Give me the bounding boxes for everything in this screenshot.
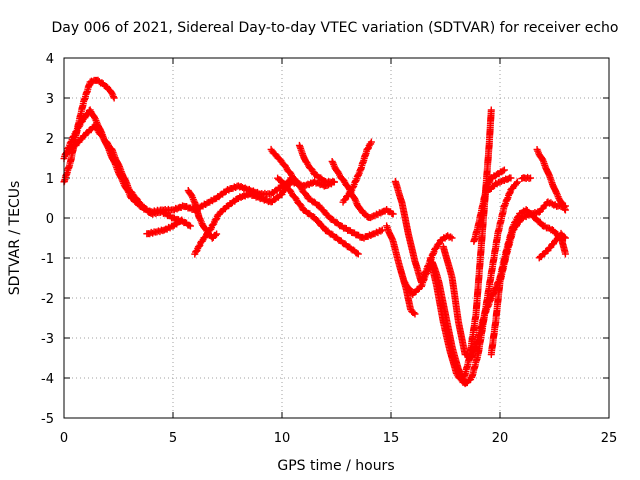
data-point [91,113,99,121]
series-track-12 [383,222,419,318]
y-axis-label: SDTVAR / TECUs [7,181,23,296]
y-tick-label: -1 [41,252,54,267]
data-point [196,215,204,223]
data-point [212,231,220,239]
tick-layer: 0 5 10 15 20 25 -5 -4 -3 -2 -1 0 1 2 3 4 [41,52,617,446]
data-point [411,310,419,318]
x-tick-label: 15 [383,431,400,446]
x-tick-label: 10 [274,431,291,446]
data-point [330,178,338,186]
series-track-20 [535,229,569,262]
data-point [178,216,186,224]
data-point [208,221,216,229]
y-tick-label: -3 [41,332,54,347]
data-point [347,188,355,196]
data-point [389,210,397,218]
data-point [561,205,569,213]
data-point [109,93,117,101]
series-track-8 [274,174,362,258]
data-point [367,138,375,146]
series-track-7 [267,145,386,242]
plot-frame [63,57,610,419]
y-tick-label: -2 [41,292,54,307]
y-tick-label: 1 [46,172,54,187]
x-axis-label: GPS time / hours [277,458,394,474]
y-tick-label: -5 [41,412,54,427]
series-track-3 [62,123,194,230]
data-point [81,114,89,122]
data-point [558,200,566,208]
data-layer [60,76,569,388]
data-point [538,155,546,163]
series-track-18 [487,198,569,359]
data-point [553,189,561,197]
data-point [500,166,508,174]
series-track-17 [470,166,508,245]
series-track-21 [485,174,515,193]
x-tick-label: 25 [601,431,618,446]
data-point [72,128,80,136]
data-point [353,249,361,257]
chart-title: Day 006 of 2021, Sidereal Day-to-day VTE… [52,20,619,36]
data-point [410,309,418,317]
data-point [499,167,507,175]
data-point [110,94,118,102]
data-point [377,227,385,235]
series-track-15 [426,106,495,386]
data-point [561,206,569,214]
y-tick-label: 2 [46,132,54,147]
data-point [351,195,359,203]
data-point [527,174,535,182]
data-point [364,145,372,153]
data-point [69,133,77,141]
y-tick-label: -4 [41,372,54,387]
data-point [513,179,521,187]
data-point [485,178,493,186]
series-track-4 [143,216,186,238]
data-point [192,248,200,256]
x-tick-label: 20 [492,431,509,446]
x-tick-label: 5 [169,431,177,446]
y-tick-label: 4 [46,52,54,67]
series-track-19 [533,145,569,214]
x-tick-label: 0 [60,431,68,446]
data-point [561,234,569,242]
data-point [213,230,221,238]
data-point [561,250,569,258]
series-track-22 [518,173,535,183]
series-track-9 [295,141,338,187]
data-point [152,210,160,218]
data-point [75,122,83,130]
data-point [195,242,203,250]
series-track-6 [191,174,295,258]
data-point [176,217,184,225]
data-point [354,250,362,258]
data-point [448,234,456,242]
data-point [513,178,521,186]
data-point [185,221,193,229]
series-track-11 [339,138,375,206]
data-point [560,233,568,241]
y-tick-label: 3 [46,92,54,107]
data-point [108,89,116,97]
grid-layer [64,58,609,418]
data-point [507,174,515,182]
data-point [186,222,194,230]
data-point [447,233,455,241]
data-point [212,216,220,224]
data-point [487,106,495,114]
y-tick-label: 0 [46,212,54,227]
